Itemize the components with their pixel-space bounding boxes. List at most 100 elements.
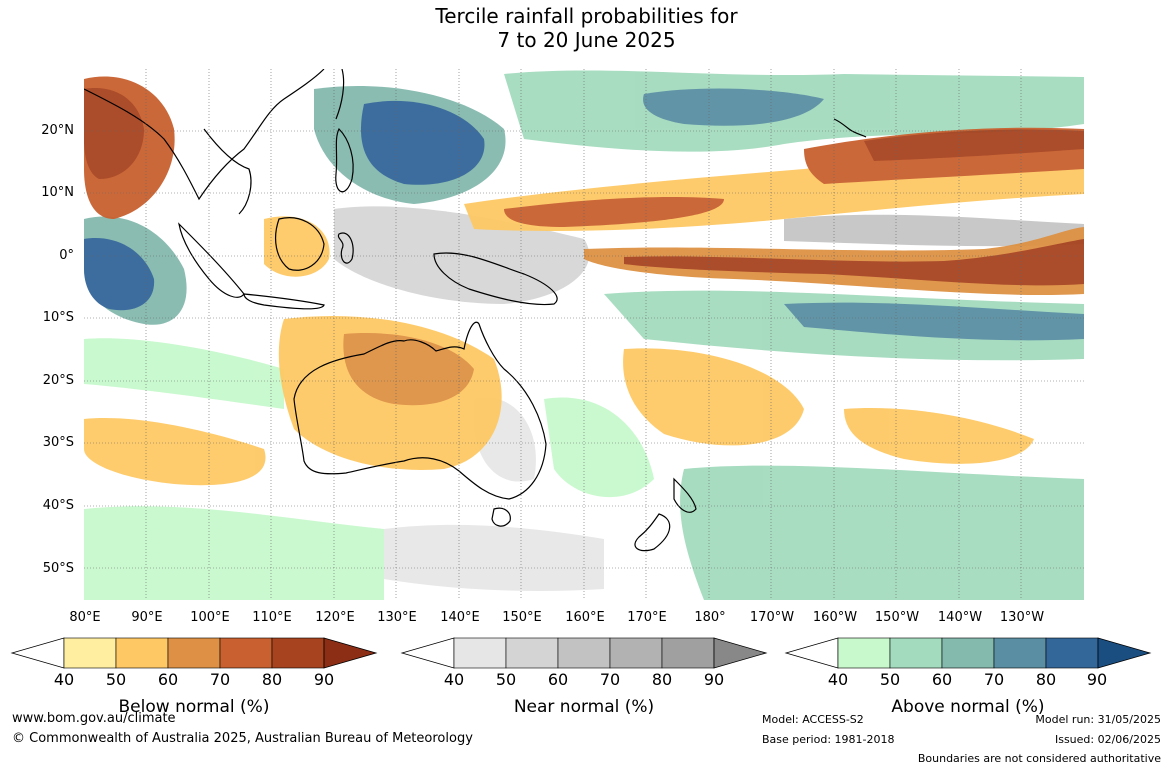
- legend-near-swatch-5: [661, 637, 715, 669]
- legend-near-title: Near normal (%): [513, 697, 655, 717]
- title-line-2: 7 to 20 June 2025: [497, 28, 676, 52]
- lon-label-150w: 150°W: [874, 610, 920, 625]
- lon-label-170e: 170°E: [627, 610, 667, 625]
- new-zealand-north: [673, 477, 697, 513]
- lat-label-10s: 10°S: [42, 310, 74, 325]
- lon-label-160e: 160°E: [565, 610, 605, 625]
- legend-above-swatch-5: [1045, 637, 1099, 669]
- title-line-1: Tercile rainfall probabilities for: [435, 4, 738, 28]
- legend-below-tick-50: 50: [105, 670, 127, 689]
- lat-label-10n: 10°N: [41, 185, 74, 200]
- footer-base-period: Base period: 1981-2018: [762, 733, 895, 746]
- lat-label-0: 0°: [59, 248, 74, 263]
- lat-label-20s: 20°S: [42, 373, 74, 388]
- legend-above-swatch-4: [993, 637, 1047, 669]
- footer-boundaries: Boundaries are not considered authoritat…: [917, 752, 1161, 765]
- below-region-nw-pacific-core: [504, 197, 724, 227]
- legend-below-tick-70: 70: [209, 670, 231, 689]
- legend-below-tick-60: 60: [157, 670, 179, 689]
- above-region-indian-south: [84, 338, 284, 409]
- footer-issued: Issued: 02/06/2025: [1054, 733, 1161, 746]
- legend-above-normal: [784, 636, 1152, 670]
- lon-label-80e: 80°E: [69, 610, 101, 625]
- legend-above-swatch-1: [837, 637, 891, 669]
- new-guinea-coast: [433, 252, 558, 306]
- lat-label-30s: 30°S: [42, 435, 74, 450]
- legend-below-swatch-2: [115, 637, 169, 669]
- sulawesi-coast: [337, 232, 354, 264]
- tasmania-coast: [491, 507, 511, 527]
- legend-below-tick-90: 90: [313, 670, 335, 689]
- footer-copyright: © Commonwealth of Australia 2025, Austra…: [12, 731, 473, 746]
- australia-coast: [293, 321, 547, 500]
- legend-above-colorbar: [784, 637, 1152, 669]
- legend-near-tick-40: 40: [443, 670, 465, 689]
- hawaii-coast: [833, 118, 867, 138]
- legend-near-tick-60: 60: [547, 670, 569, 689]
- above-region-philippines-core: [360, 100, 485, 185]
- below-region-south-pacific: [623, 348, 804, 446]
- above-region-indian-ocean-core: [84, 238, 155, 311]
- indochina-coast: [203, 128, 252, 215]
- legend-above-tick-80: 80: [1035, 670, 1057, 689]
- lon-label-170w: 170°W: [749, 610, 795, 625]
- legend-near-tick-70: 70: [599, 670, 621, 689]
- footer-website: www.bom.gov.au/climate: [12, 711, 176, 726]
- legend-below-swatch-4: [219, 637, 273, 669]
- lon-label-110e: 110°E: [252, 610, 292, 625]
- lat-label-20n: 20°N: [41, 123, 74, 138]
- philippines-coast: [335, 127, 354, 193]
- legend-near-swatch-3: [557, 637, 611, 669]
- lon-label-100e: 100°E: [190, 610, 230, 625]
- legend-below-swatch-3: [167, 637, 221, 669]
- legend-near-normal: [400, 636, 768, 670]
- legend-above-tick-70: 70: [983, 670, 1005, 689]
- borneo-coast: [275, 217, 325, 271]
- near-region-equatorial-pacific: [784, 214, 1084, 247]
- lon-label-140e: 140°E: [440, 610, 480, 625]
- legend-below-normal: [10, 636, 378, 670]
- legend-below-tick-40: 40: [53, 670, 75, 689]
- legend-near-swatch-2: [505, 637, 559, 669]
- legend-near-swatch-1: [453, 637, 507, 669]
- legend-near-arrow-left: [400, 637, 455, 669]
- legend-above-tick-60: 60: [931, 670, 953, 689]
- lon-label-150e: 150°E: [502, 610, 542, 625]
- lon-label-120e: 120°E: [315, 610, 355, 625]
- below-region-north-band-core: [864, 129, 1084, 161]
- legend-below-arrow-left: [10, 637, 65, 669]
- lon-label-90e: 90°E: [131, 610, 163, 625]
- legend-above-arrow-right: [1097, 637, 1152, 669]
- forecast-map: [84, 69, 1084, 600]
- legend-below-tick-80: 80: [261, 670, 283, 689]
- asia-coast: [84, 69, 325, 201]
- legend-near-colorbar: [400, 637, 768, 669]
- lon-label-130w: 130°W: [999, 610, 1045, 625]
- lon-label-180: 180°: [694, 610, 726, 625]
- above-region-southwest: [84, 506, 384, 600]
- legend-above-title: Above normal (%): [891, 697, 1045, 717]
- legend-near-tick-80: 80: [651, 670, 673, 689]
- below-region-borneo: [264, 216, 330, 277]
- java-coast: [243, 293, 325, 310]
- legend-near-swatch-4: [609, 637, 663, 669]
- lon-label-140w: 140°W: [937, 610, 983, 625]
- legend-above-arrow-left: [784, 637, 839, 669]
- below-region-india-core: [84, 88, 144, 179]
- legend-near-tick-50: 50: [495, 670, 517, 689]
- legend-near-arrow-right: [713, 637, 768, 669]
- chart-title: Tercile rainfall probabilities for 7 to …: [0, 4, 1173, 52]
- new-zealand-south: [634, 513, 671, 552]
- sumatra-coast: [178, 222, 245, 298]
- japan-coast: [335, 69, 345, 120]
- coastlines: [84, 69, 867, 552]
- below-region-equatorial-core: [624, 239, 1084, 286]
- lon-label-130e: 130°E: [377, 610, 417, 625]
- legend-below-colorbar: [10, 637, 378, 669]
- legend-above-tick-90: 90: [1086, 670, 1108, 689]
- near-region-south: [384, 524, 604, 591]
- legend-near-tick-90: 90: [703, 670, 725, 689]
- legend-below-swatch-5: [271, 637, 325, 669]
- below-region-indian-south: [84, 418, 266, 486]
- legend-above-swatch-3: [941, 637, 995, 669]
